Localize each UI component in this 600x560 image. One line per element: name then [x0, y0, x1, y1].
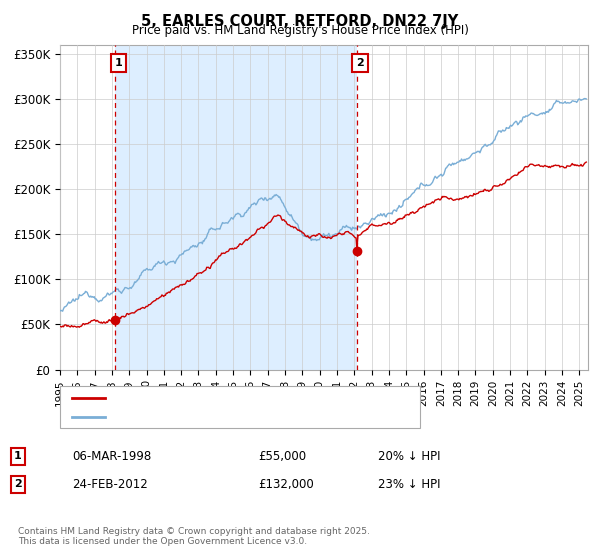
- Text: 2: 2: [14, 479, 22, 489]
- Text: 06-MAR-1998: 06-MAR-1998: [72, 450, 151, 463]
- Text: 2: 2: [356, 58, 364, 68]
- Text: 5, EARLES COURT, RETFORD, DN22 7JY: 5, EARLES COURT, RETFORD, DN22 7JY: [142, 14, 458, 29]
- Text: 23% ↓ HPI: 23% ↓ HPI: [378, 478, 440, 491]
- Text: 20% ↓ HPI: 20% ↓ HPI: [378, 450, 440, 463]
- Text: 24-FEB-2012: 24-FEB-2012: [72, 478, 148, 491]
- Text: HPI: Average price, detached house, Bassetlaw: HPI: Average price, detached house, Bass…: [111, 412, 357, 422]
- Text: £55,000: £55,000: [258, 450, 306, 463]
- Text: Price paid vs. HM Land Registry's House Price Index (HPI): Price paid vs. HM Land Registry's House …: [131, 24, 469, 37]
- Text: 1: 1: [115, 58, 122, 68]
- Text: 1: 1: [14, 451, 22, 461]
- Bar: [115, 45, 357, 370]
- Text: 5, EARLES COURT, RETFORD, DN22 7JY (detached house): 5, EARLES COURT, RETFORD, DN22 7JY (deta…: [111, 393, 408, 403]
- Text: Contains HM Land Registry data © Crown copyright and database right 2025.
This d: Contains HM Land Registry data © Crown c…: [18, 526, 370, 546]
- Text: £132,000: £132,000: [258, 478, 314, 491]
